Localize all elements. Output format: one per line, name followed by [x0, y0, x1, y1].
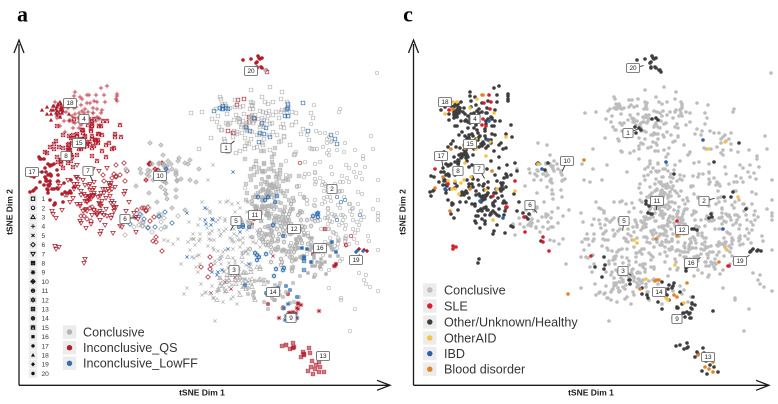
svg-text:Other/Unknown/Healthy: Other/Unknown/Healthy — [444, 315, 578, 329]
svg-text:3: 3 — [42, 215, 46, 222]
svg-text:14: 14 — [655, 289, 663, 296]
svg-text:12: 12 — [42, 297, 50, 304]
svg-text:5: 5 — [234, 218, 238, 225]
svg-text:14: 14 — [269, 289, 277, 296]
svg-text:13: 13 — [42, 307, 50, 314]
svg-text:11: 11 — [252, 212, 259, 219]
svg-text:4: 4 — [42, 224, 46, 231]
svg-text:6: 6 — [528, 202, 532, 209]
svg-text:20: 20 — [629, 65, 637, 72]
svg-text:2: 2 — [330, 186, 334, 193]
svg-text:tSNE Dim 2: tSNE Dim 2 — [398, 189, 408, 235]
svg-text:1: 1 — [626, 130, 630, 137]
svg-text:6: 6 — [42, 242, 46, 249]
svg-text:16: 16 — [42, 334, 50, 341]
svg-text:tSNE Dim 1: tSNE Dim 1 — [179, 388, 225, 398]
svg-text:3: 3 — [232, 267, 236, 274]
svg-text:18: 18 — [66, 100, 74, 107]
svg-text:OtherAID: OtherAID — [444, 331, 497, 345]
svg-text:13: 13 — [704, 354, 712, 361]
svg-text:Blood disorder: Blood disorder — [444, 363, 525, 377]
svg-text:8: 8 — [64, 153, 68, 160]
svg-text:4: 4 — [473, 116, 477, 123]
svg-text:15: 15 — [42, 325, 50, 332]
svg-text:Conclusive: Conclusive — [83, 325, 145, 339]
svg-text:8: 8 — [456, 168, 460, 175]
svg-text:19: 19 — [352, 257, 360, 264]
svg-text:Conclusive: Conclusive — [444, 283, 506, 297]
svg-text:5: 5 — [42, 233, 46, 240]
svg-text:7: 7 — [42, 251, 46, 258]
svg-text:17: 17 — [42, 343, 50, 350]
svg-text:1: 1 — [224, 145, 228, 152]
svg-text:4: 4 — [82, 116, 86, 123]
svg-text:10: 10 — [156, 173, 164, 180]
svg-text:12: 12 — [290, 226, 298, 233]
svg-text:2: 2 — [702, 198, 706, 205]
svg-text:14: 14 — [42, 316, 50, 323]
svg-text:11: 11 — [42, 288, 49, 295]
svg-text:1: 1 — [42, 196, 46, 203]
svg-text:7: 7 — [86, 168, 90, 175]
svg-text:10: 10 — [42, 279, 50, 286]
svg-text:7: 7 — [477, 166, 481, 173]
svg-text:6: 6 — [123, 216, 127, 223]
svg-text:IBD: IBD — [444, 347, 465, 361]
svg-text:9: 9 — [675, 316, 679, 323]
svg-text:20: 20 — [42, 371, 50, 378]
svg-text:5: 5 — [622, 218, 626, 225]
svg-text:9: 9 — [289, 315, 293, 322]
svg-text:16: 16 — [316, 245, 324, 252]
svg-text:17: 17 — [28, 169, 36, 176]
svg-text:15: 15 — [466, 141, 474, 148]
svg-text:tSNE Dim 2: tSNE Dim 2 — [5, 189, 15, 235]
svg-text:18: 18 — [42, 353, 50, 360]
svg-text:15: 15 — [75, 140, 83, 147]
svg-text:2: 2 — [42, 205, 46, 212]
svg-text:a: a — [17, 2, 28, 27]
svg-text:SLE: SLE — [444, 299, 468, 313]
svg-text:13: 13 — [319, 353, 327, 360]
svg-text:8: 8 — [42, 261, 46, 268]
svg-text:9: 9 — [42, 270, 46, 277]
svg-text:3: 3 — [621, 268, 625, 275]
svg-text:18: 18 — [441, 99, 449, 106]
svg-text:11: 11 — [654, 198, 661, 205]
svg-text:16: 16 — [687, 260, 695, 267]
svg-text:20: 20 — [247, 68, 255, 75]
svg-text:12: 12 — [678, 227, 686, 234]
svg-text:c: c — [403, 2, 413, 27]
svg-text:19: 19 — [736, 258, 744, 265]
svg-text:Inconclusive_QS: Inconclusive_QS — [83, 341, 178, 355]
svg-text:tSNE Dim 1: tSNE Dim 1 — [568, 388, 614, 398]
svg-text:19: 19 — [42, 362, 50, 369]
svg-text:17: 17 — [437, 153, 445, 160]
svg-text:10: 10 — [563, 158, 571, 165]
svg-text:Inconclusive_LowFF: Inconclusive_LowFF — [83, 357, 198, 371]
